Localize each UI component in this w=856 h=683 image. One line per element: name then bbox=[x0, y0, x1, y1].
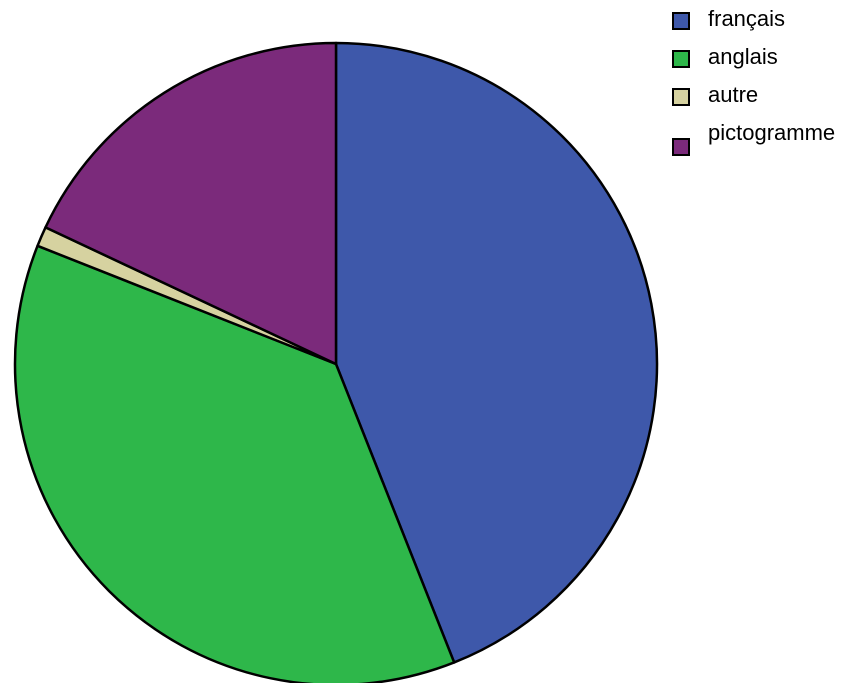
legend-item-autre: autre bbox=[672, 84, 852, 122]
legend-swatch-pictogramme bbox=[672, 138, 690, 156]
legend: français anglais autre pictogramme bbox=[672, 8, 852, 182]
legend-swatch-autre bbox=[672, 88, 690, 106]
legend-item-pictogramme: pictogramme bbox=[672, 122, 852, 182]
pie-slice-pictogramme bbox=[44, 41, 338, 366]
legend-swatch-francais bbox=[672, 12, 690, 30]
legend-label-francais: français bbox=[708, 6, 786, 31]
legend-swatch-anglais bbox=[672, 50, 690, 68]
legend-label-anglais: anglais bbox=[708, 44, 778, 69]
legend-item-francais: français bbox=[672, 8, 852, 46]
legend-label-autre: autre bbox=[708, 82, 759, 107]
pie-slice-anglais bbox=[13, 244, 456, 683]
legend-item-anglais: anglais bbox=[672, 46, 852, 84]
pie-slice-francais bbox=[334, 41, 659, 664]
legend-label-pictogramme: pictogramme bbox=[708, 120, 836, 145]
